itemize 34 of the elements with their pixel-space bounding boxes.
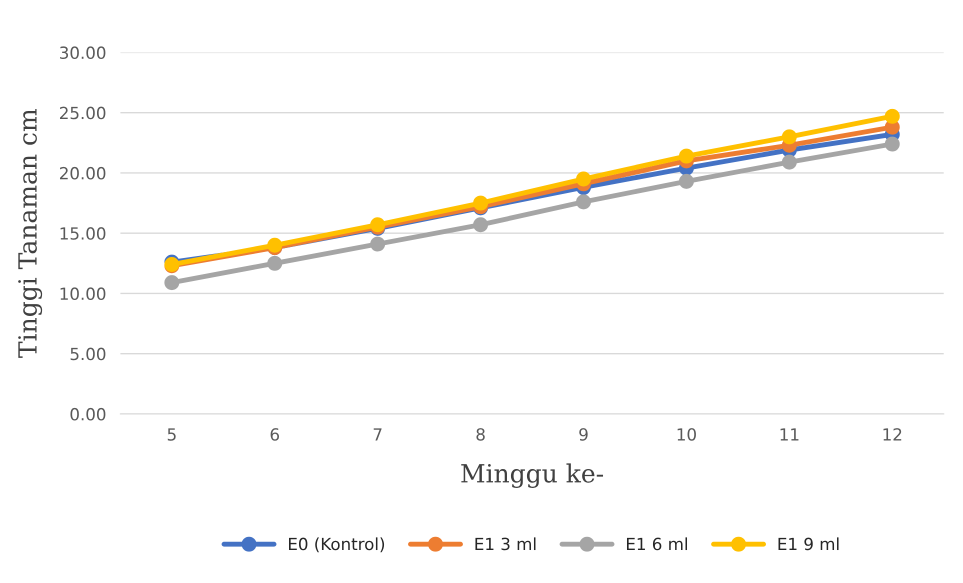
x-tick-label: 10 xyxy=(678,428,696,441)
legend-label: E1 3 ml xyxy=(475,537,536,550)
x-tick-label: 9 xyxy=(579,428,588,441)
y-axis-title: Tinggi Tanaman cm xyxy=(18,109,42,358)
point xyxy=(267,256,282,271)
point xyxy=(576,194,591,210)
point xyxy=(370,236,386,252)
y-tick-label: 20.00 xyxy=(60,166,106,180)
legend-label: E1 6 ml xyxy=(626,537,687,550)
point xyxy=(782,129,797,144)
y-tick-label: 30.00 xyxy=(60,46,106,60)
y-tick-label: 25.00 xyxy=(60,106,106,120)
point xyxy=(576,172,591,186)
y-tick-label: 15.00 xyxy=(60,227,106,240)
legend-label: E1 9 ml xyxy=(778,537,839,550)
x-tick-label: 5 xyxy=(168,428,176,441)
point xyxy=(473,196,488,211)
x-tick-label: 11 xyxy=(780,428,798,440)
point xyxy=(678,174,694,189)
point xyxy=(164,275,180,290)
point xyxy=(782,154,797,170)
point xyxy=(884,136,900,152)
x-tick-label: 12 xyxy=(884,428,902,440)
point xyxy=(678,148,694,164)
point xyxy=(884,108,900,124)
x-tick-label: 7 xyxy=(374,428,382,440)
y-tick-label: 5.00 xyxy=(70,348,106,360)
x-tick-label: 6 xyxy=(270,428,280,441)
x-tick-label: 8 xyxy=(476,428,485,441)
y-tick-label: 10.00 xyxy=(60,287,106,300)
legend-label: E0 (Kontrol) xyxy=(288,537,384,552)
point xyxy=(473,217,488,232)
x-axis-title: Minggu ke- xyxy=(461,463,604,488)
y-tick-label: 0.00 xyxy=(70,408,106,420)
